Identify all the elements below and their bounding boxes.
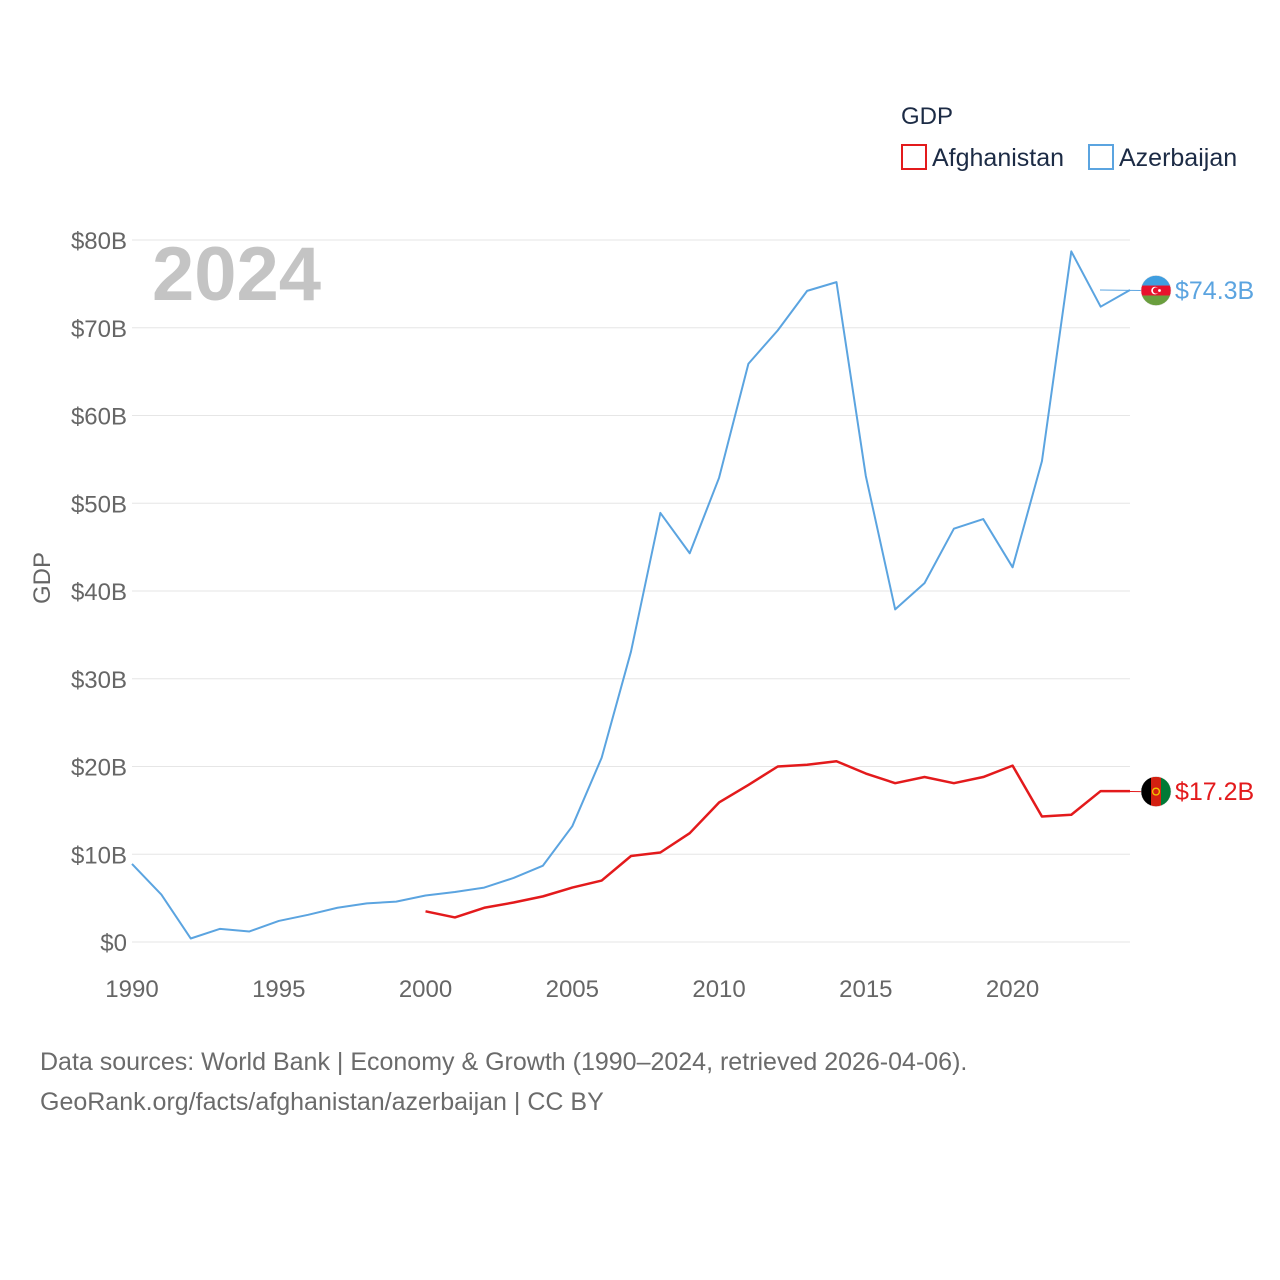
legend-label-afghanistan: Afghanistan xyxy=(932,144,1064,172)
y-tick-label: $0 xyxy=(100,930,127,957)
x-tick-label: 2010 xyxy=(692,976,745,1003)
y-tick-label: $50B xyxy=(71,491,127,518)
series-lines xyxy=(131,250,1131,940)
legend: GDP Afghanistan Azerbaijan xyxy=(901,103,1237,172)
legend-title: GDP xyxy=(901,103,953,130)
source-line-2: GeoRank.org/facts/afghanistan/azerbaijan… xyxy=(40,1088,604,1116)
legend-swatch-azerbaijan xyxy=(1088,144,1114,170)
x-tick-label: 2015 xyxy=(839,976,892,1003)
x-tick-label: 1990 xyxy=(105,976,158,1003)
x-tick-label: 2005 xyxy=(546,976,599,1003)
y-tick-label: $30B xyxy=(71,667,127,694)
end-label-azerbaijan: $74.3B xyxy=(1175,277,1254,305)
legend-item-afghanistan[interactable]: Afghanistan xyxy=(901,144,1064,172)
legend-label-azerbaijan: Azerbaijan xyxy=(1119,144,1237,172)
y-tick-label: $10B xyxy=(71,842,127,869)
series-line-azerbaijan xyxy=(131,250,1131,940)
end-labels: $17.2B $74.3B xyxy=(1099,275,1254,807)
x-tick-label: 2020 xyxy=(986,976,1039,1003)
y-tick-label: $40B xyxy=(71,579,127,606)
end-label-leader-afghanistan xyxy=(1099,790,1142,793)
y-tick-label: $70B xyxy=(71,316,127,343)
y-tick-label: $60B xyxy=(71,404,127,431)
series-line-afghanistan xyxy=(425,759,1130,919)
x-axis-ticks: 1990 1995 2000 2005 2010 2015 2020 xyxy=(105,976,1039,1003)
y-tick-label: $20B xyxy=(71,755,127,782)
end-label-leader-azerbaijan xyxy=(1099,289,1142,292)
gridlines xyxy=(132,239,1130,943)
x-tick-label: 1995 xyxy=(252,976,305,1003)
year-label: 2024 xyxy=(152,232,321,317)
y-axis-ticks: $0 $10B $20B $30B $40B $50B $60B $70B $80B xyxy=(71,228,127,957)
y-tick-label: $80B xyxy=(71,228,127,255)
afghanistan-flag-icon xyxy=(1140,776,1172,807)
gdp-line-chart: $0$10B$20B$30B$40B$50B$60B$70B$80B 1990 1… xyxy=(29,103,1254,1003)
azerbaijan-flag-icon xyxy=(1140,275,1172,306)
source-footer: Data sources: World Bank | Economy & Gro… xyxy=(40,1042,1240,1122)
legend-item-azerbaijan[interactable]: Azerbaijan xyxy=(1088,144,1237,172)
y-axis-label: GDP xyxy=(29,552,56,604)
legend-swatch-afghanistan xyxy=(901,144,927,170)
x-tick-label: 2000 xyxy=(399,976,452,1003)
source-line-1: Data sources: World Bank | Economy & Gro… xyxy=(40,1048,968,1076)
end-label-afghanistan: $17.2B xyxy=(1175,778,1254,806)
